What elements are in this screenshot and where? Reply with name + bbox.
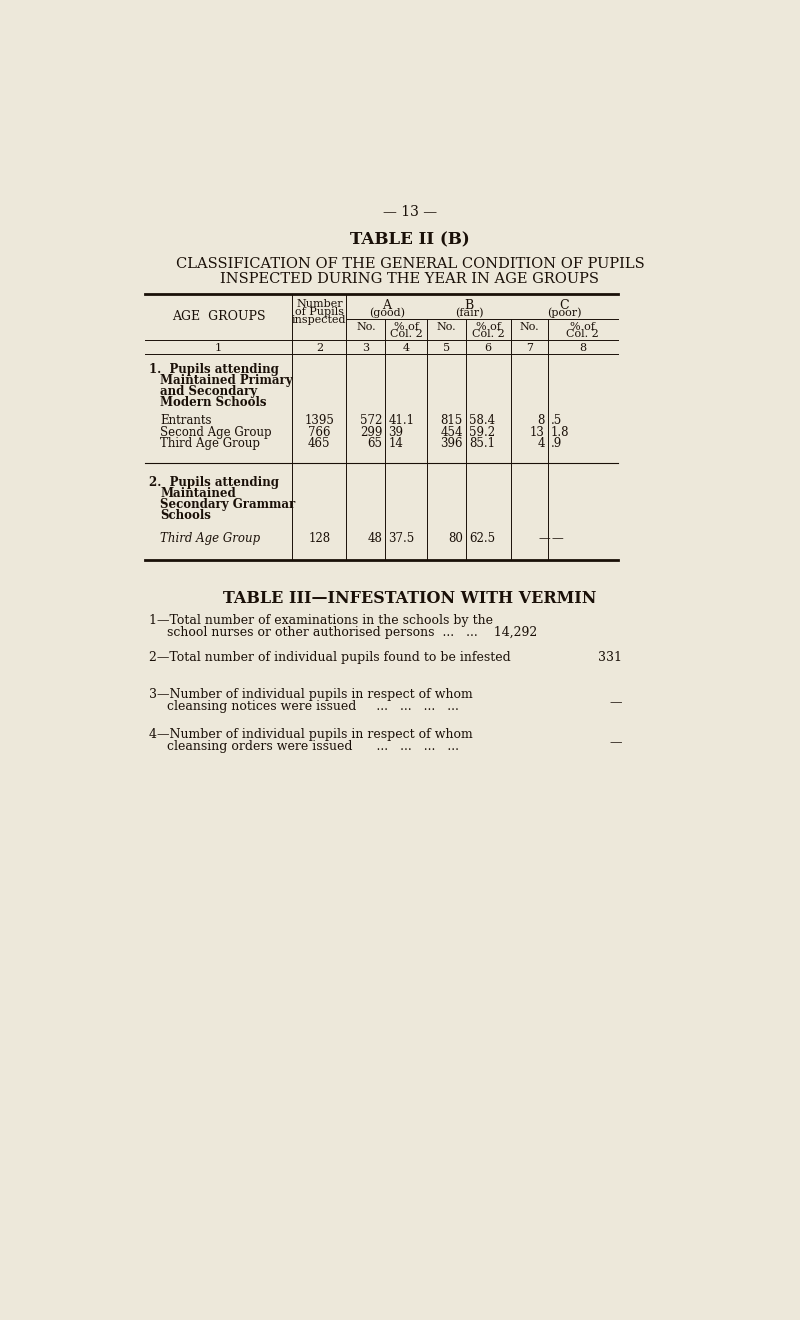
Text: 2: 2 — [316, 343, 323, 354]
Text: (poor): (poor) — [547, 308, 582, 318]
Text: Second Age Group: Second Age Group — [161, 425, 272, 438]
Text: No.: No. — [519, 322, 539, 331]
Text: % of: % of — [570, 322, 595, 331]
Text: 4: 4 — [402, 343, 410, 354]
Text: 62.5: 62.5 — [469, 532, 495, 545]
Text: Third Age Group: Third Age Group — [161, 532, 261, 545]
Text: cleansing notices were issued     ...   ...   ...   ...: cleansing notices were issued ... ... ..… — [166, 700, 458, 713]
Text: 6: 6 — [485, 343, 492, 354]
Text: 2.  Pupils attending: 2. Pupils attending — [149, 477, 279, 490]
Text: 14: 14 — [388, 437, 403, 450]
Text: .5: .5 — [551, 414, 562, 428]
Text: Entrants: Entrants — [161, 414, 212, 428]
Text: 299: 299 — [360, 425, 382, 438]
Text: 13: 13 — [530, 425, 545, 438]
Text: Col. 2: Col. 2 — [566, 330, 599, 339]
Text: 3—Number of individual pupils in respect of whom: 3—Number of individual pupils in respect… — [149, 688, 473, 701]
Text: AGE  GROUPS: AGE GROUPS — [172, 310, 266, 323]
Text: 3: 3 — [362, 343, 370, 354]
Text: 4—Number of individual pupils in respect of whom: 4—Number of individual pupils in respect… — [149, 729, 473, 742]
Text: Modern Schools: Modern Schools — [161, 396, 267, 409]
Text: Maintained: Maintained — [161, 487, 236, 500]
Text: .9: .9 — [551, 437, 562, 450]
Text: Secondary Grammar: Secondary Grammar — [161, 498, 296, 511]
Text: 41.1: 41.1 — [388, 414, 414, 428]
Text: 37.5: 37.5 — [388, 532, 414, 545]
Text: % of: % of — [476, 322, 501, 331]
Text: C: C — [559, 300, 569, 313]
Text: 59.2: 59.2 — [469, 425, 495, 438]
Text: 80: 80 — [448, 532, 462, 545]
Text: 39: 39 — [388, 425, 403, 438]
Text: 465: 465 — [308, 437, 330, 450]
Text: No.: No. — [356, 322, 376, 331]
Text: Col. 2: Col. 2 — [390, 330, 422, 339]
Text: 1395: 1395 — [304, 414, 334, 428]
Text: B: B — [464, 300, 474, 313]
Text: — 13 —: — 13 — — [383, 205, 437, 219]
Text: % of: % of — [394, 322, 418, 331]
Text: 1.  Pupils attending: 1. Pupils attending — [149, 363, 278, 376]
Text: 454: 454 — [440, 425, 462, 438]
Text: CLASSIFICATION OF THE GENERAL CONDITION OF PUPILS: CLASSIFICATION OF THE GENERAL CONDITION … — [176, 257, 644, 271]
Text: (good): (good) — [369, 308, 405, 318]
Text: —: — — [551, 532, 562, 545]
Text: cleansing orders were issued      ...   ...   ...   ...: cleansing orders were issued ... ... ...… — [166, 739, 458, 752]
Text: (fair): (fair) — [454, 308, 483, 318]
Text: 7: 7 — [526, 343, 533, 354]
Text: No.: No. — [437, 322, 456, 331]
Text: Schools: Schools — [161, 508, 211, 521]
Text: 4: 4 — [538, 437, 545, 450]
Text: 1.8: 1.8 — [551, 425, 570, 438]
Text: and Secondary: and Secondary — [161, 385, 258, 397]
Text: —: — — [539, 532, 550, 545]
Text: 8: 8 — [579, 343, 586, 354]
Text: TABLE III—INFESTATION WITH VERMIN: TABLE III—INFESTATION WITH VERMIN — [223, 590, 597, 607]
Text: Maintained Primary: Maintained Primary — [161, 374, 293, 387]
Text: 48: 48 — [367, 532, 382, 545]
Text: 815: 815 — [441, 414, 462, 428]
Text: Third Age Group: Third Age Group — [161, 437, 261, 450]
Text: 1—Total number of examinations in the schools by the: 1—Total number of examinations in the sc… — [149, 614, 493, 627]
Text: Col. 2: Col. 2 — [472, 330, 505, 339]
Text: inspected: inspected — [292, 314, 346, 325]
Text: TABLE II (B): TABLE II (B) — [350, 231, 470, 248]
Text: 572: 572 — [360, 414, 382, 428]
Text: 8: 8 — [538, 414, 545, 428]
Text: 58.4: 58.4 — [469, 414, 495, 428]
Text: school nurses or other authorised persons  ...   ...    14,292: school nurses or other authorised person… — [166, 626, 537, 639]
Text: —: — — [609, 737, 622, 748]
Text: 65: 65 — [367, 437, 382, 450]
Text: of Pupils: of Pupils — [295, 308, 344, 317]
Text: 396: 396 — [440, 437, 462, 450]
Text: 85.1: 85.1 — [469, 437, 495, 450]
Text: 128: 128 — [308, 532, 330, 545]
Text: 766: 766 — [308, 425, 330, 438]
Text: INSPECTED DURING THE YEAR IN AGE GROUPS: INSPECTED DURING THE YEAR IN AGE GROUPS — [221, 272, 599, 286]
Text: 5: 5 — [443, 343, 450, 354]
Text: 331: 331 — [598, 651, 622, 664]
Text: A: A — [382, 300, 391, 313]
Text: —: — — [609, 696, 622, 709]
Text: 1: 1 — [215, 343, 222, 354]
Text: 2—Total number of individual pupils found to be infested: 2—Total number of individual pupils foun… — [149, 651, 510, 664]
Text: Number: Number — [296, 300, 342, 309]
